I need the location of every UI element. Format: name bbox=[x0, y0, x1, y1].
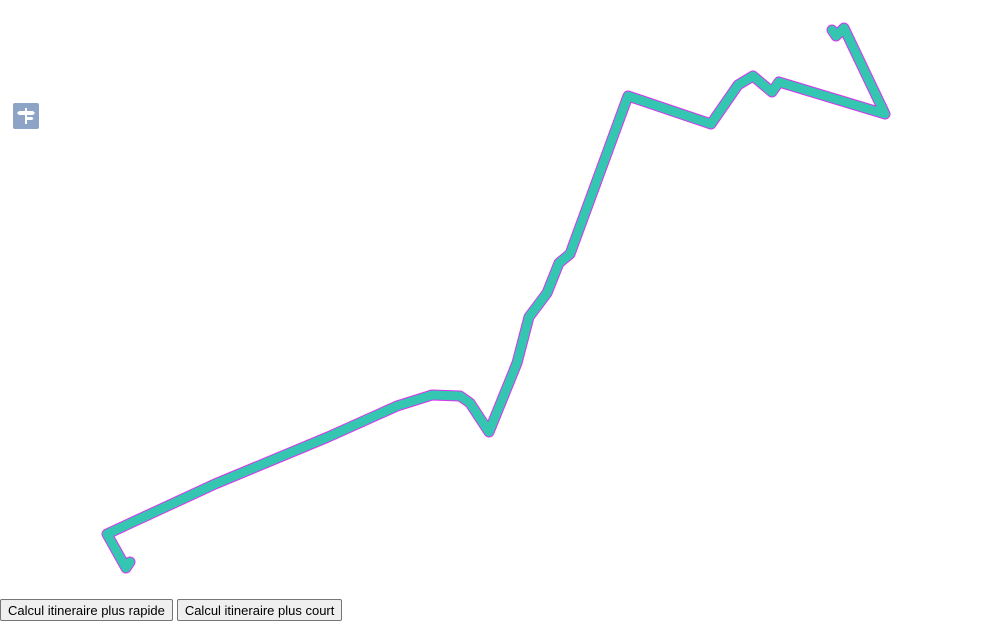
signpost-icon bbox=[16, 106, 36, 126]
button-bar: Calcul itineraire plus rapide Calcul iti… bbox=[0, 599, 343, 621]
routing-control-button[interactable] bbox=[13, 103, 39, 129]
fastest-route-button[interactable]: Calcul itineraire plus rapide bbox=[0, 599, 173, 621]
route-layer bbox=[101, 22, 891, 574]
map-canvas[interactable] bbox=[0, 0, 992, 598]
route-line[interactable] bbox=[102, 23, 890, 573]
route-outline bbox=[101, 22, 891, 574]
shortest-route-button[interactable]: Calcul itineraire plus court bbox=[176, 599, 343, 621]
